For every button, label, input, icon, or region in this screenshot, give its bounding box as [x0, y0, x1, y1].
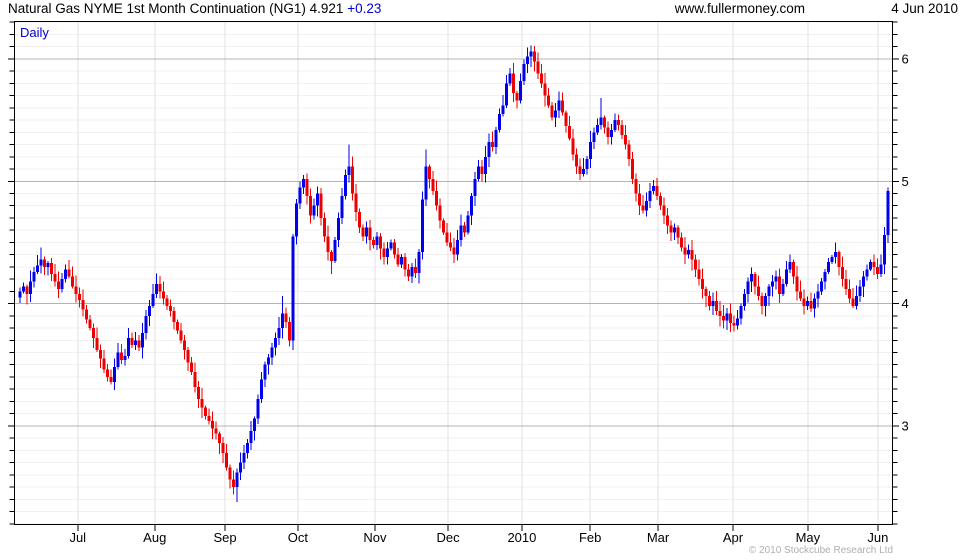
x-axis-label: May: [796, 530, 821, 545]
candles: [18, 45, 890, 502]
x-axis-label: Dec: [436, 530, 460, 545]
y-axis-label: 3: [902, 418, 909, 433]
y-axis-label: 4: [902, 296, 909, 311]
chart-date: 4 Jun 2010: [891, 1, 958, 16]
x-axis-label: 2010: [507, 530, 536, 545]
x-axis-label: Nov: [363, 530, 387, 545]
x-axis-label: Jun: [867, 530, 888, 545]
x-axis-label: Mar: [647, 530, 670, 545]
plot-frame: [14, 21, 893, 525]
instrument-title: Natural Gas NYME 1st Month Continuation …: [8, 1, 306, 16]
price-change: +0.23: [347, 1, 382, 16]
last-price: 4.921: [309, 1, 344, 16]
x-axis-label: Apr: [723, 530, 744, 545]
x-axis-label: Oct: [288, 530, 309, 545]
site-url: www.fullermoney.com: [674, 1, 805, 16]
copyright-notice: © 2010 Stockcube Research Ltd: [748, 545, 893, 556]
y-axis-label: 5: [902, 174, 909, 189]
y-axis-label: 6: [902, 51, 909, 66]
axes: 3 4 5 6 Jul Aug Sep Oct Nov Dec 2010 Feb Mar Apr May Ju…: [8, 21, 909, 545]
x-axis-label: Feb: [579, 530, 601, 545]
grid-months: [77, 22, 879, 524]
grid-major: [15, 58, 892, 427]
chart-header: Natural Gas NYME 1st Month Continuation …: [8, 1, 381, 16]
x-axis-label: Sep: [214, 530, 237, 545]
grid-minor: [15, 21, 892, 525]
x-axis-label: Jul: [69, 530, 86, 545]
x-axis-label: Aug: [143, 530, 166, 545]
interval-label: Daily: [20, 25, 49, 40]
